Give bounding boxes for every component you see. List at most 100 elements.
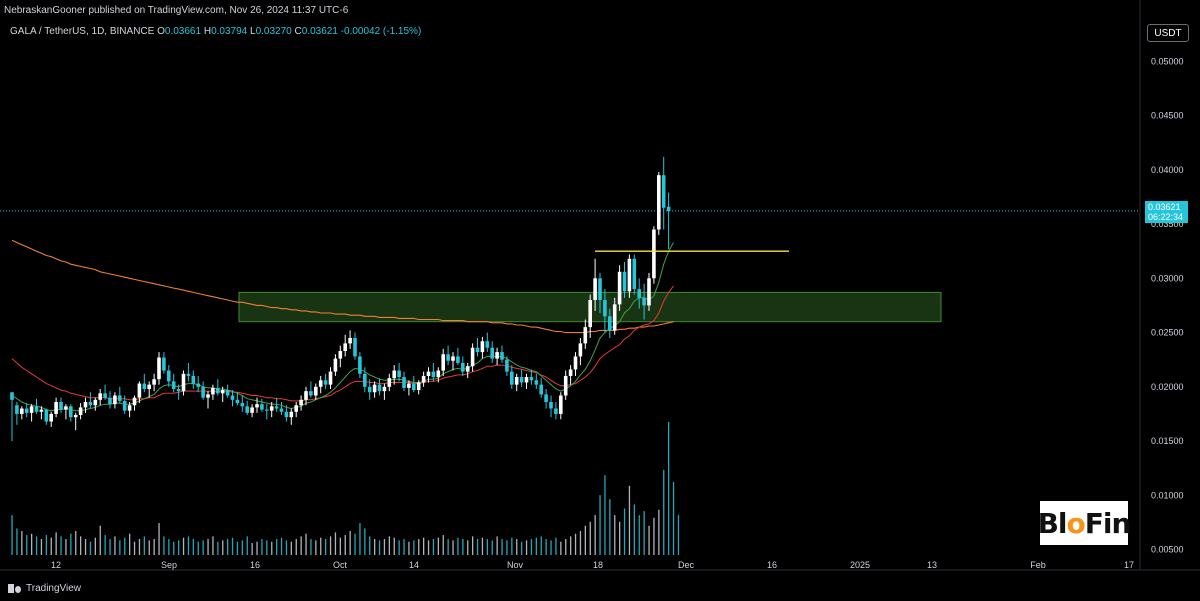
volume-bar bbox=[16, 528, 18, 555]
candle-body bbox=[10, 392, 14, 400]
volume-bar bbox=[535, 537, 537, 555]
candle-body bbox=[93, 399, 98, 406]
candle-body bbox=[323, 380, 328, 385]
volume-bar bbox=[633, 504, 635, 555]
candle-body bbox=[269, 406, 274, 411]
candle-body bbox=[162, 357, 166, 371]
x-tick-label: 18 bbox=[593, 560, 603, 570]
candle-body bbox=[314, 386, 318, 396]
x-tick-label: 16 bbox=[767, 560, 777, 570]
tradingview-footer[interactable]: TradingView bbox=[8, 583, 81, 594]
candle-body bbox=[113, 395, 117, 405]
candle-body bbox=[216, 387, 220, 394]
candle-body bbox=[421, 375, 426, 383]
volume-bar bbox=[119, 540, 121, 555]
volume-bar bbox=[359, 523, 361, 555]
volume-bar bbox=[325, 539, 327, 555]
candle-body bbox=[407, 383, 411, 388]
tradingview-logo-text: TradingView bbox=[26, 583, 82, 594]
volume-bar bbox=[50, 537, 52, 555]
candle-body bbox=[69, 406, 73, 418]
candle-body bbox=[108, 397, 112, 405]
volume-bar bbox=[339, 537, 341, 555]
low-label: L bbox=[250, 26, 256, 37]
volume-bar bbox=[329, 536, 332, 555]
volume-bar bbox=[354, 533, 356, 555]
volume-bar bbox=[437, 537, 439, 555]
volume-bar bbox=[182, 537, 185, 555]
volume-bar bbox=[374, 539, 376, 555]
volume-bar bbox=[153, 539, 155, 555]
candle-body bbox=[617, 271, 622, 305]
candle-body bbox=[549, 402, 553, 409]
candle-body bbox=[78, 407, 83, 416]
volume-bar bbox=[148, 540, 150, 555]
volume-bar bbox=[94, 537, 96, 555]
y-tick-label: 0.01000 bbox=[1151, 490, 1184, 500]
high-label: H bbox=[203, 26, 212, 37]
candle-body bbox=[397, 370, 401, 378]
volume-bar bbox=[408, 541, 410, 555]
close-value: 0.03621 bbox=[301, 26, 338, 37]
volume-bar bbox=[55, 532, 57, 555]
volume-bar bbox=[378, 540, 381, 555]
volume-bar bbox=[619, 521, 621, 555]
candle-body bbox=[220, 390, 225, 394]
y-tick-label: 0.02500 bbox=[1151, 328, 1184, 338]
candle-body bbox=[372, 384, 377, 393]
volume-bar bbox=[398, 540, 400, 555]
candle-body bbox=[304, 391, 308, 400]
y-tick-label: 0.00500 bbox=[1151, 545, 1184, 555]
volume-bar bbox=[491, 540, 493, 555]
candle-body bbox=[73, 415, 78, 418]
tradingview-logo-icon bbox=[8, 584, 22, 593]
candle-body bbox=[176, 388, 181, 392]
close-label: C bbox=[294, 26, 302, 37]
candle-body bbox=[59, 402, 63, 410]
volume-bar bbox=[266, 540, 268, 555]
volume-bar bbox=[70, 533, 72, 555]
volume-bar bbox=[594, 515, 596, 555]
volume-bar bbox=[496, 536, 498, 555]
candle-body bbox=[289, 411, 294, 418]
candle-body bbox=[338, 351, 343, 359]
candle-body bbox=[598, 278, 602, 300]
volume-bar bbox=[442, 535, 444, 555]
candle-body bbox=[578, 343, 583, 357]
volume-bar bbox=[403, 539, 405, 555]
volume-bar bbox=[599, 495, 601, 555]
ema-fast-line bbox=[11, 242, 674, 412]
volume-bar bbox=[300, 536, 302, 555]
x-tick-label: 12 bbox=[51, 560, 61, 570]
volume-bar bbox=[349, 531, 351, 555]
volume-bar bbox=[521, 541, 523, 555]
candle-body bbox=[632, 258, 637, 290]
candle-body bbox=[49, 413, 53, 422]
volume-bar bbox=[202, 540, 204, 555]
brand-text-c: Fin bbox=[1084, 506, 1132, 540]
currency-button[interactable]: USDT bbox=[1147, 24, 1189, 42]
x-tick-label: 17 bbox=[1124, 560, 1134, 570]
volume-bar bbox=[579, 531, 582, 555]
volume-bar bbox=[648, 525, 650, 555]
candle-body bbox=[333, 358, 338, 372]
candle-body bbox=[519, 377, 524, 383]
volume-bar bbox=[187, 536, 190, 555]
candle-body bbox=[127, 405, 132, 411]
symbol-name[interactable]: GALA / TetherUS, 1D, BINANCE bbox=[10, 26, 155, 37]
volume-bar bbox=[197, 541, 199, 555]
ema-slow-line bbox=[11, 285, 674, 402]
volume-bar bbox=[516, 539, 518, 555]
volume-bar bbox=[486, 539, 488, 555]
candle-body bbox=[495, 352, 499, 359]
brand-text-a: Bl bbox=[1037, 506, 1068, 540]
candle-body bbox=[461, 362, 465, 372]
candle-body bbox=[593, 278, 597, 300]
volume-bar bbox=[467, 540, 469, 555]
volume-bar bbox=[89, 541, 92, 555]
volume-bar bbox=[432, 539, 435, 555]
open-label: O bbox=[157, 26, 165, 37]
blofin-logo: Bl o Fin bbox=[1037, 501, 1132, 545]
volume-bar bbox=[677, 515, 680, 555]
